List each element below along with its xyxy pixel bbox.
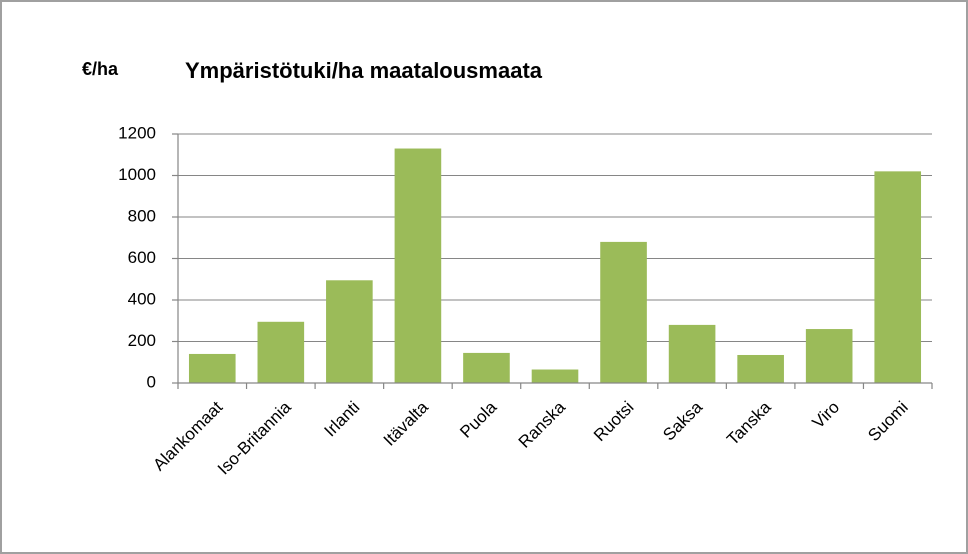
bar	[188, 353, 236, 383]
bar	[600, 241, 647, 383]
chart-title: Ympäristötuki/ha maatalousmaata	[185, 58, 543, 83]
bar	[394, 148, 442, 383]
bar	[531, 369, 579, 383]
y-tick-label: 800	[128, 206, 156, 225]
bar	[257, 321, 305, 383]
bar	[463, 352, 510, 383]
y-axis-label: €/ha	[82, 59, 119, 79]
bar	[737, 354, 784, 383]
y-tick-label: 0	[147, 372, 156, 391]
bar	[805, 329, 853, 383]
y-tick-label: 400	[128, 289, 156, 308]
y-tick-label: 1200	[118, 123, 156, 142]
y-tick-label: 1000	[118, 165, 156, 184]
bar	[874, 171, 922, 383]
bar	[668, 324, 716, 383]
y-tick-label: 600	[128, 248, 156, 267]
bar	[326, 280, 373, 383]
y-tick-label: 200	[128, 331, 156, 350]
